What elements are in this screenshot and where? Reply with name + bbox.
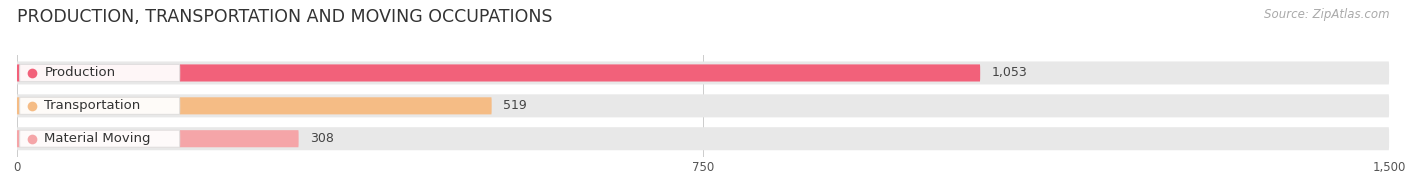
FancyBboxPatch shape (20, 64, 180, 82)
FancyBboxPatch shape (17, 97, 492, 114)
Text: 308: 308 (309, 132, 333, 145)
Text: Material Moving: Material Moving (45, 132, 150, 145)
Text: Transportation: Transportation (45, 99, 141, 112)
Text: Source: ZipAtlas.com: Source: ZipAtlas.com (1264, 8, 1389, 21)
Text: PRODUCTION, TRANSPORTATION AND MOVING OCCUPATIONS: PRODUCTION, TRANSPORTATION AND MOVING OC… (17, 8, 553, 26)
Text: Production: Production (45, 66, 115, 79)
FancyBboxPatch shape (20, 97, 180, 114)
Text: 519: 519 (503, 99, 526, 112)
FancyBboxPatch shape (20, 130, 180, 147)
FancyBboxPatch shape (17, 94, 1389, 117)
FancyBboxPatch shape (17, 64, 980, 82)
FancyBboxPatch shape (17, 62, 1389, 84)
FancyBboxPatch shape (17, 130, 298, 147)
FancyBboxPatch shape (17, 127, 1389, 150)
Text: 1,053: 1,053 (991, 66, 1026, 79)
